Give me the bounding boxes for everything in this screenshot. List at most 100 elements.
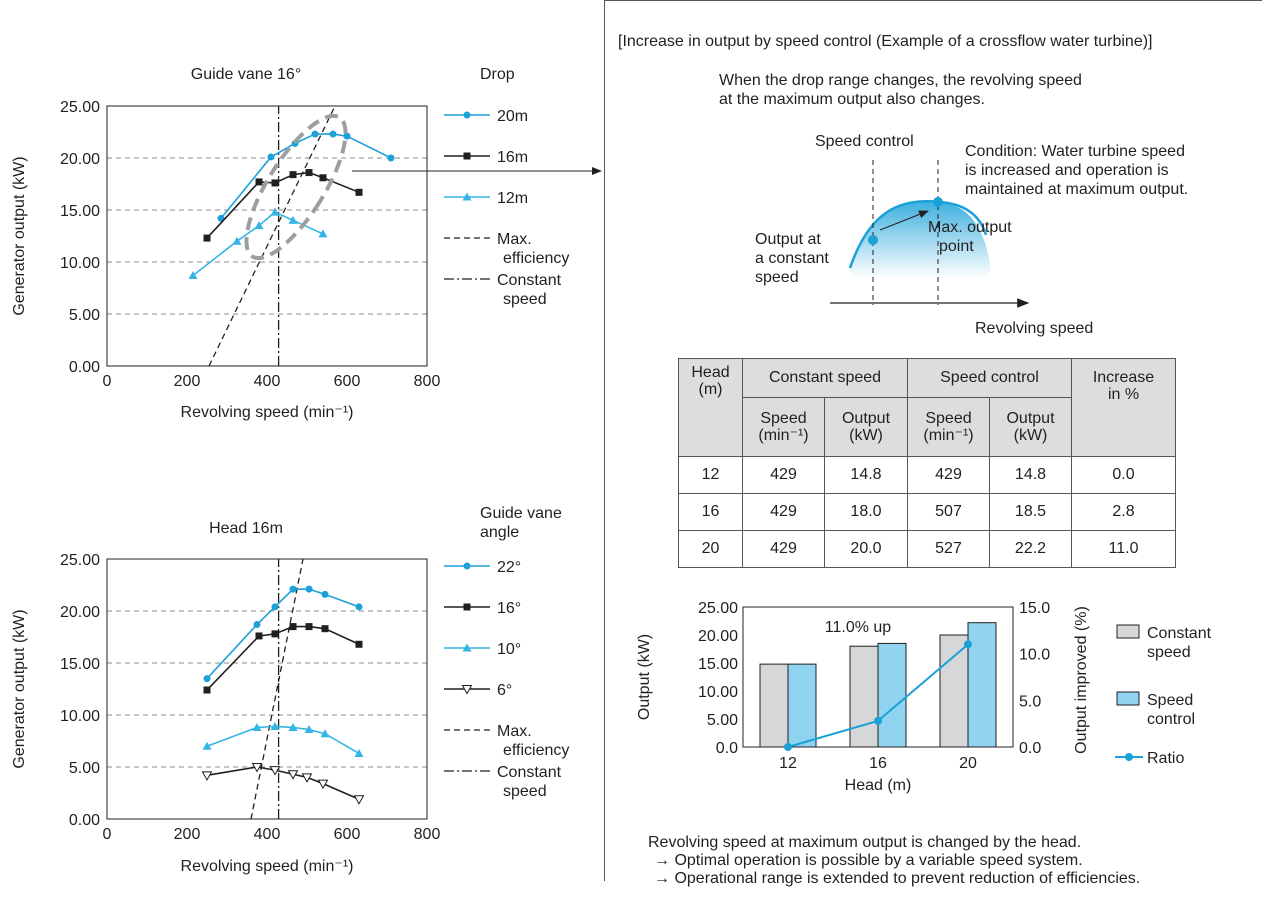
y-tick-label: 20.00 xyxy=(698,628,738,645)
data-point xyxy=(270,721,280,730)
data-point xyxy=(201,771,213,781)
legend-label: 10° xyxy=(497,641,521,658)
x-tick-label: 800 xyxy=(414,373,441,390)
th-const-speed: Speed (min⁻¹) xyxy=(742,396,825,458)
table-cell: 20.0 xyxy=(824,530,908,568)
x-tick-label: 0 xyxy=(103,826,112,843)
x-tick-label: 12 xyxy=(779,755,797,772)
series-line xyxy=(220,133,392,219)
data-point xyxy=(353,795,365,805)
th-constant-speed: Constant speed xyxy=(742,358,908,398)
y-tick-label: 25.00 xyxy=(698,600,738,617)
data-point xyxy=(252,722,262,731)
table-cell: 14.8 xyxy=(989,456,1072,494)
data-point xyxy=(267,153,275,161)
max-efficiency-line xyxy=(250,558,304,820)
table-cell: 429 xyxy=(907,456,990,494)
y-tick-label: 5.00 xyxy=(707,712,738,729)
x-tick-label: 400 xyxy=(254,373,281,390)
max-efficiency-line xyxy=(208,105,336,367)
y-tick-label: 20.00 xyxy=(60,151,100,168)
bar-constant-speed xyxy=(759,663,789,748)
data-point xyxy=(318,229,328,238)
chart3-ylabel: Output (kW) xyxy=(636,634,653,720)
footer-line2: → Optimal operation is possible by a var… xyxy=(654,852,1083,869)
legend-label: efficiency xyxy=(503,250,569,267)
output-comparison-chart: 0.0 5.00 10.00 15.00 20.00 25.00 0.0 5.0 10.0 15… xyxy=(636,600,1212,794)
data-point xyxy=(317,779,329,790)
chart2-xlabel: Revolving speed (min⁻¹) xyxy=(181,858,354,875)
y-tick-label: 5.00 xyxy=(69,760,100,777)
data-point xyxy=(253,621,261,629)
legend-label: Max. xyxy=(497,723,532,740)
table-cell: 429 xyxy=(742,493,825,531)
legend-label: 12m xyxy=(497,190,528,207)
x-tick-label: 200 xyxy=(174,373,201,390)
y-tick-label: 25.00 xyxy=(60,552,100,569)
constant-speed-point xyxy=(868,235,878,245)
data-point xyxy=(321,625,329,633)
data-point xyxy=(203,675,211,683)
data-point xyxy=(288,722,298,731)
table-cell: 16 xyxy=(678,493,743,531)
legend-speed-control-line1: Speed xyxy=(1147,692,1193,709)
y-tick-label: 15.00 xyxy=(698,656,738,673)
series-line xyxy=(206,766,360,800)
legend-label: Constant xyxy=(497,272,562,289)
chart-guide-vane: Guide vane 16° 0.00 5.00 10.00 15.00 20.00 25… xyxy=(11,66,569,421)
data-point xyxy=(270,207,280,216)
chart3-xlabel: Head (m) xyxy=(845,777,912,794)
legend-ratio-marker xyxy=(1125,753,1133,761)
bar-constant-speed xyxy=(939,634,969,748)
data-point xyxy=(305,169,313,177)
x-tick-label: 800 xyxy=(414,826,441,843)
data-point xyxy=(321,590,329,598)
y-tick-label: 15.00 xyxy=(60,203,100,220)
table-cell: 0.0 xyxy=(1071,456,1176,494)
y-tick-label: 0.0 xyxy=(716,740,738,757)
th-increase: Increase in % xyxy=(1071,358,1176,457)
bar-speed-control xyxy=(967,622,997,748)
y-tick-label: 10.00 xyxy=(60,708,100,725)
x-tick-label: 400 xyxy=(254,826,281,843)
y-tick-label: 5.00 xyxy=(69,307,100,324)
sketch-const-line1: Output at xyxy=(755,231,821,248)
sketch-condition-line1: Condition: Water turbine speed xyxy=(965,143,1185,160)
chart3-y2label: Output improved (%) xyxy=(1073,606,1090,754)
x-tick-label: 16 xyxy=(869,755,887,772)
legend-marker xyxy=(462,192,472,201)
data-point xyxy=(269,766,281,776)
data-point xyxy=(271,603,279,611)
y2-tick-label: 10.0 xyxy=(1019,647,1050,664)
chart-head-16m: Head 16m 0.00 5.00 10.00 15.00 20.00 25.00 0 2… xyxy=(11,505,569,875)
table-row: 12 429 14.8 429 14.8 0.0 xyxy=(678,456,1176,494)
data-point xyxy=(355,188,363,196)
th-ctrl-speed: Speed (min⁻¹) xyxy=(907,396,990,458)
panel-intro-line2: at the maximum output also changes. xyxy=(719,91,985,108)
th-head: Head (m) xyxy=(678,358,743,457)
y-tick-label: 25.00 xyxy=(60,99,100,116)
ratio-point xyxy=(964,640,972,649)
th-ctrl-output: Output (kW) xyxy=(989,396,1072,458)
data-point xyxy=(289,585,297,593)
legend-label: 6° xyxy=(497,682,512,699)
sketch-const-line3: speed xyxy=(755,269,799,286)
data-point xyxy=(329,130,337,138)
bar-speed-control xyxy=(787,663,817,748)
data-point xyxy=(203,234,211,242)
legend-marker xyxy=(463,152,471,160)
chart1-title: Guide vane 16° xyxy=(191,66,301,83)
legend-label: 16m xyxy=(497,149,528,166)
results-table: Head (m) Constant speed Speed control Inc… xyxy=(678,358,1176,568)
legend-label: Max. xyxy=(497,231,532,248)
data-point xyxy=(301,773,313,783)
chart1-plot-frame xyxy=(106,105,428,367)
legend-marker xyxy=(462,643,472,652)
legend-label: efficiency xyxy=(503,742,569,759)
data-point xyxy=(387,154,395,162)
data-point xyxy=(354,748,364,757)
th-const-output: Output (kW) xyxy=(824,396,908,458)
panel-heading: [Increase in output by speed control (Ex… xyxy=(618,33,1153,50)
table-cell: 14.8 xyxy=(824,456,908,494)
chart2-legend-title-line2: angle xyxy=(480,524,519,541)
